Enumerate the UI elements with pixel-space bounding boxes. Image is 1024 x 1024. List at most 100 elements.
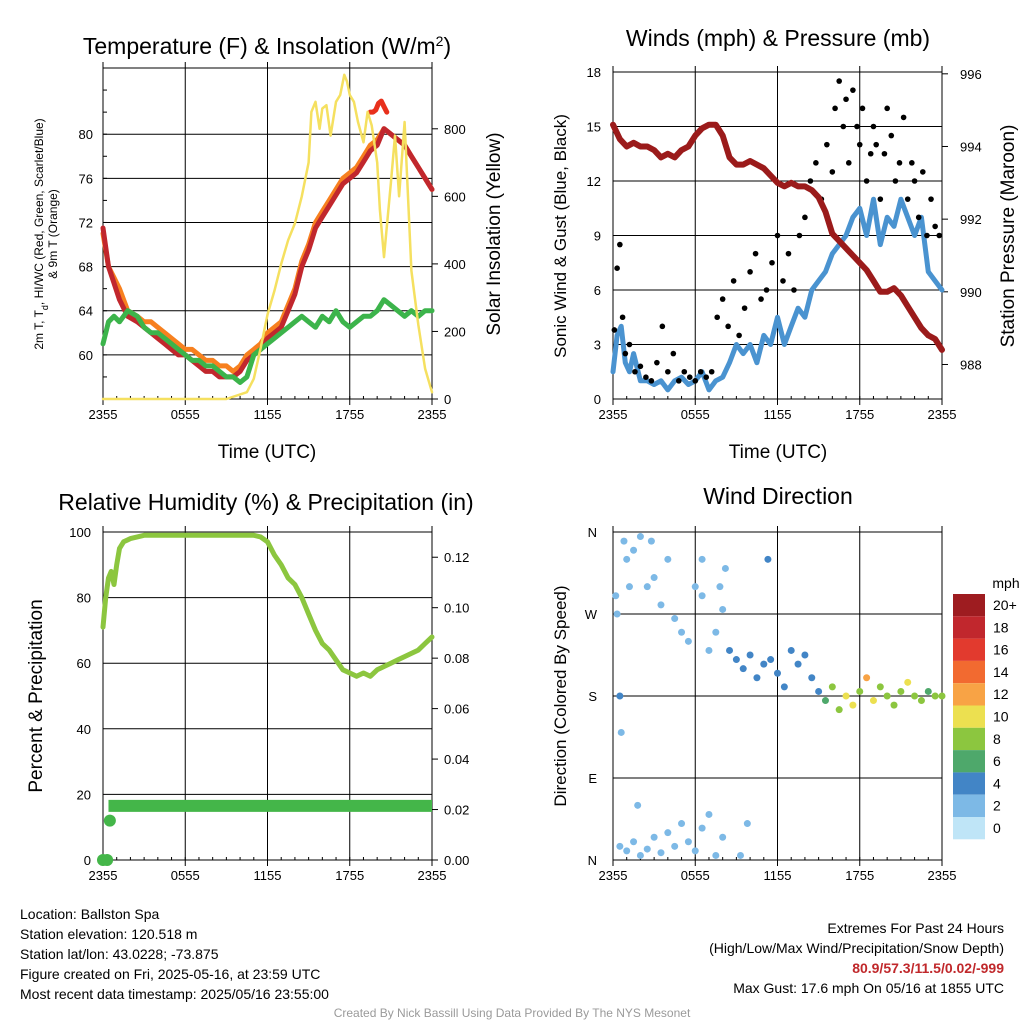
legend-swatch [953,638,985,661]
gust-point [725,323,731,330]
wind-ytick-label: 9 [594,229,601,244]
gust-point [840,123,847,130]
gust-point [888,132,895,139]
direction-point [801,651,809,659]
direction-point [863,674,871,682]
direction-point [917,697,925,705]
temp-title-sup: 2 [436,33,444,49]
gust-point [703,374,710,381]
rh-ytick-label: 80 [77,591,91,606]
gust-point [769,259,775,266]
gust-point [920,169,926,175]
legend-label: 0 [993,820,1001,836]
dir-ytick-label: N [588,853,597,868]
legend-label: 6 [993,753,1001,769]
extremes-subtitle: (High/Low/Max Wind/Precipitation/Snow De… [709,940,1004,956]
gust-point [915,214,922,221]
direction-point [736,851,744,859]
gust-point [873,141,879,148]
legend-swatch [953,750,985,773]
station-info: Location: Ballston Spa Station elevation… [20,904,329,1004]
direction-point [719,605,727,613]
legend-swatch [953,683,985,706]
direction-point [671,615,679,623]
gust-point [643,374,649,381]
legend-label: 10 [993,709,1009,725]
direction-point [671,842,679,850]
temp-title: Temperature (F) & Insolation (W/m2) [83,33,451,59]
direction-point [719,833,727,841]
extremes-panel: Extremes For Past 24 Hours (High/Low/Max… [709,918,1004,998]
direction-point [664,555,672,563]
temp-ytick-label: 60 [79,348,93,363]
gust-point [884,105,890,112]
temp-ytick-label: 64 [79,304,93,319]
gust-point [796,232,803,239]
wind-xtick-label: 2355 [928,407,957,422]
credit-line: Created By Nick Bassill Using Data Provi… [333,1006,691,1020]
dir-ytick-label: S [588,689,597,704]
temp-y2tick-label: 200 [444,324,466,339]
temp-ytick-label: 76 [79,171,93,186]
direction-point [678,820,686,828]
rh-y2tick-label: 0.10 [444,601,469,616]
gust-point [654,359,660,366]
temp-xtick-label: 2355 [89,407,118,422]
gust-point [758,296,764,302]
direction-point [691,583,699,591]
gust-point [780,278,786,284]
direction-point [828,683,836,691]
wind-ylabel-left: Sonic Wind & Gust (Blue, Black) [551,114,570,358]
gust-point [807,178,814,184]
rh-xtick-label: 1755 [335,868,364,883]
rh-ytick-label: 60 [77,656,91,671]
direction-point [634,801,642,809]
temp-y2tick-label: 400 [444,257,466,272]
temp-y2tick-label: 800 [444,122,466,137]
gust-point [856,141,863,148]
direction-point [767,656,775,664]
temp-ytick-label: 72 [79,215,93,230]
direction-point [684,838,692,846]
wind-ytick-label: 3 [594,338,601,353]
rh-ylabel-left: Percent & Precipitation [26,599,47,792]
dir-title: Wind Direction [703,483,853,509]
direction-point [760,660,768,668]
gust-point [659,323,666,330]
legend-swatch [953,705,985,728]
wind-xtick-label: 1155 [764,407,792,422]
gust-point [924,232,930,239]
legend-label: 4 [993,775,1001,791]
gust-point [843,96,849,103]
direction-point [617,728,625,736]
gust-point [617,241,623,248]
direction-point [743,820,751,828]
direction-point [643,845,651,853]
direction-point [856,687,864,695]
dir-ytick-label: E [588,771,597,786]
direction-point [794,660,802,668]
direction-point [726,646,734,654]
temp-ylabel-line2: & 9m T (Orange) [46,189,60,279]
direction-point [739,665,747,673]
direction-point [869,697,877,705]
direction-point [612,592,620,600]
rh-ytick-label: 20 [77,787,91,802]
legend-swatch [953,594,985,617]
legend-swatch [953,794,985,817]
direction-point [732,656,740,664]
legend-label: 8 [993,731,1001,747]
wind-speed-line [610,196,945,393]
rh-y2tick-label: 0.06 [444,702,469,717]
gust-point [622,350,629,357]
direction-point [616,692,624,700]
gust-point [936,232,943,239]
direction-point [625,583,633,591]
direction-point [657,601,665,609]
dir-xtick-label: 1755 [845,868,874,883]
temp-ylabel-rest: , HI/WC (Red, Green, Scarlet/Blue) [32,118,46,305]
direction-point [698,824,706,832]
gust-point [719,296,726,302]
gust-point [896,160,903,166]
dir-xtick-label: 2355 [928,868,957,883]
